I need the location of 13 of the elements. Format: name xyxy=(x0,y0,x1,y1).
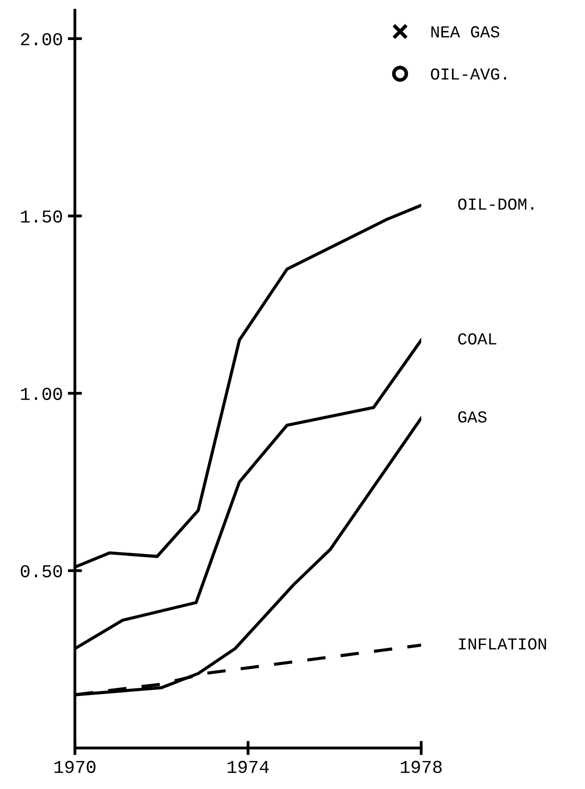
y-tick-label: 1.00 xyxy=(21,388,62,400)
y-tick-label: 1.50 xyxy=(21,210,62,223)
legend-label: NEA GAS xyxy=(431,26,500,38)
x-tick-label: 1978 xyxy=(400,760,442,774)
x-tick-label: 1974 xyxy=(228,760,269,774)
text: GAS xyxy=(458,411,486,423)
x-tick-label: 1970 xyxy=(54,760,96,774)
text: OIL-DOM. xyxy=(458,198,534,210)
text: INFLATION xyxy=(458,638,546,650)
y-tick-label: 0.50 xyxy=(20,565,62,578)
legend-label: OIL-AVG. xyxy=(430,68,506,80)
y-tick-label: 2.00 xyxy=(21,33,62,46)
text: COAL xyxy=(458,333,496,345)
